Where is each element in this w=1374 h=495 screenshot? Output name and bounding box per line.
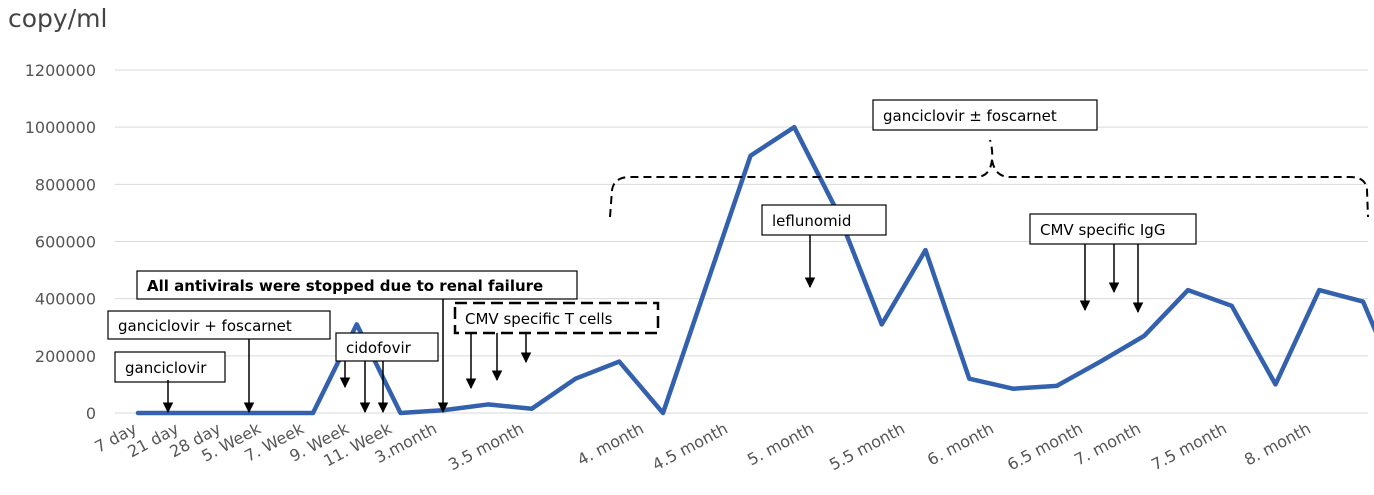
annotation-box <box>107 310 331 340</box>
data-point <box>311 411 315 415</box>
data-point <box>1230 304 1234 308</box>
annotation-0: ganciclovir <box>114 351 226 414</box>
annotation-text: All antivirals were stopped due to renal… <box>147 277 543 295</box>
annotation-2: cidofovir <box>335 332 439 414</box>
data-point <box>180 411 184 415</box>
y-tick-label: 1000000 <box>25 118 96 137</box>
annotation-box <box>872 99 1098 131</box>
x-tick-label: 5. month <box>744 419 817 470</box>
data-point <box>967 377 971 381</box>
annotation-6: leflunomid <box>761 204 887 289</box>
annotation-5: ganciclovir ± foscarnet <box>872 99 1098 131</box>
x-tick-label: 8. month <box>1241 419 1314 470</box>
annotation-box <box>335 332 439 362</box>
data-point <box>530 407 534 411</box>
annotation-3: All antivirals were stopped due to renal… <box>136 270 578 414</box>
data-point <box>1011 387 1015 391</box>
data-point <box>267 411 271 415</box>
annotation-text: ganciclovir + foscarnet <box>118 317 292 335</box>
x-tick-label: 5.5 month <box>826 419 908 474</box>
data-point <box>1361 300 1365 304</box>
data-point <box>661 411 665 415</box>
data-point <box>486 402 490 406</box>
annotation-box <box>136 270 578 300</box>
y-axis-unit-label: copy/ml <box>8 4 108 33</box>
data-point <box>880 322 884 326</box>
annotation-1: ganciclovir + foscarnet <box>107 310 331 414</box>
y-tick-label: 1200000 <box>25 61 96 80</box>
data-point <box>705 282 709 286</box>
data-point <box>574 377 577 381</box>
data-point <box>792 125 796 129</box>
data-point <box>136 411 140 415</box>
annotation-box <box>761 204 887 236</box>
x-tick-label: 6.5 month <box>1004 419 1086 474</box>
treatment-bracket <box>609 139 1369 218</box>
data-point <box>617 360 621 364</box>
x-tick-label: 7. month <box>1071 419 1144 470</box>
y-tick-label: 0 <box>86 404 96 423</box>
annotation-text: CMV specific IgG <box>1040 221 1165 239</box>
data-point <box>355 322 359 326</box>
data-point <box>1274 382 1277 386</box>
x-tick-label: 4. month <box>574 419 647 470</box>
annotation-7: CMV specific IgG <box>1029 213 1197 314</box>
x-tick-label: 7.5 month <box>1148 419 1230 474</box>
data-point <box>1186 288 1190 292</box>
annotation-text: leflunomid <box>772 212 851 230</box>
data-point <box>1317 288 1321 292</box>
annotations: ganciclovir ganciclovir + foscarnet cidofo… <box>107 99 1369 414</box>
data-point <box>749 154 752 158</box>
data-point <box>1142 334 1146 338</box>
data-point <box>1055 384 1059 388</box>
series-layer <box>135 124 1374 416</box>
x-tick-label: 4.5 month <box>649 419 731 474</box>
annotation-box <box>453 301 660 335</box>
x-tick-label: 3.5 month <box>445 419 527 474</box>
data-point <box>399 411 402 415</box>
data-point <box>224 411 227 415</box>
series-line <box>135 124 1374 416</box>
annotation-text: cidofovir <box>346 339 412 357</box>
annotation-box <box>1029 213 1197 245</box>
data-point <box>1099 360 1102 364</box>
annotation-text: ganciclovir ± foscarnet <box>883 107 1057 125</box>
annotation-text: CMV specific T cells <box>465 310 613 328</box>
y-tick-labels: 0 200000 400000 600000 800000 1000000 1200000 <box>25 61 96 423</box>
y-tick-label: 600000 <box>35 233 96 252</box>
annotation-text: ganciclovir <box>125 359 207 377</box>
y-tick-label: 800000 <box>35 175 96 194</box>
annotation-4: CMV specific T cells <box>453 301 660 390</box>
data-point <box>924 248 927 252</box>
y-tick-label: 200000 <box>35 347 96 366</box>
annotation-box <box>114 351 226 383</box>
x-tick-label: 6. month <box>924 419 997 470</box>
y-tick-label: 400000 <box>35 290 96 309</box>
